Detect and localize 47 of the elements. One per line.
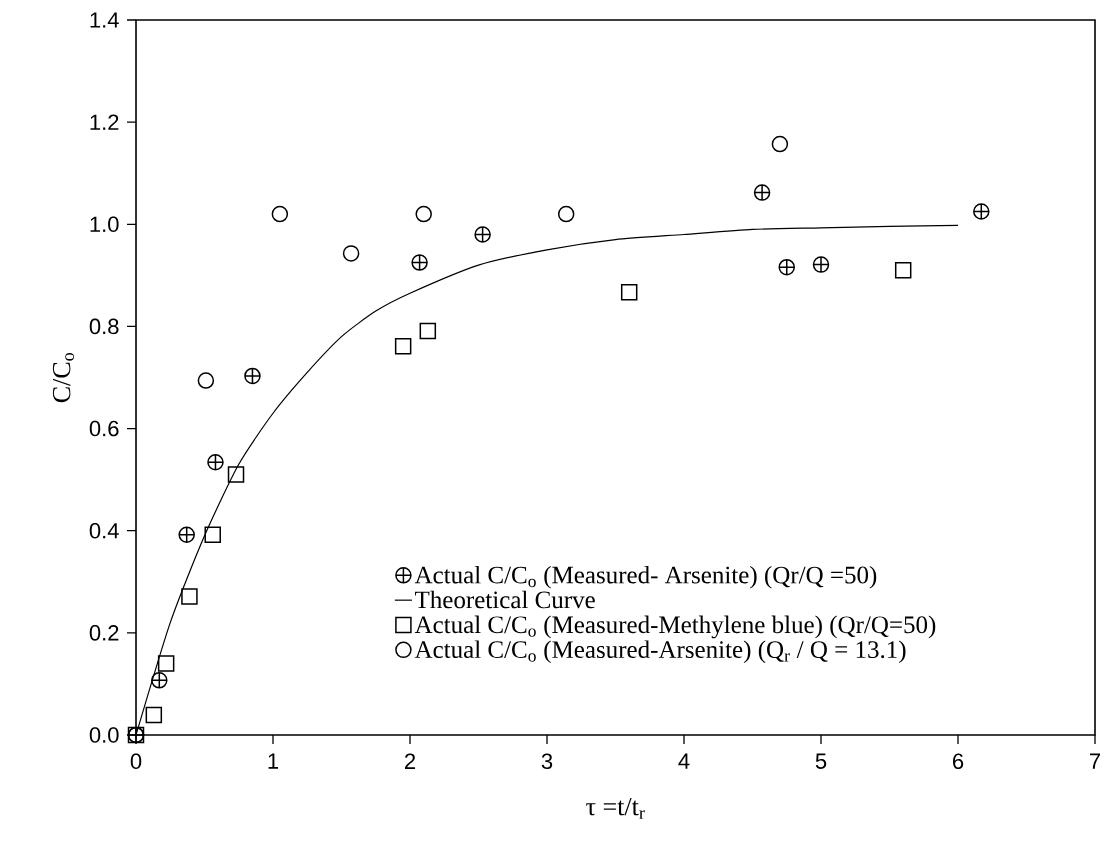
y-tick-label: 0.6	[89, 420, 119, 437]
point	[145, 706, 163, 724]
legend-label: Actual C/C$_{o}$ (Measured-Methylene blue) (Qr/Q=50)	[414, 615, 936, 639]
point	[271, 205, 289, 223]
x-tick-label: 5	[815, 753, 827, 769]
x-tick-label: 0	[130, 753, 142, 770]
point	[778, 258, 795, 276]
point	[207, 454, 224, 471]
point	[557, 205, 575, 223]
y-axis-title: C/C$_{o}$	[52, 352, 75, 403]
y-tick-label: 0.0	[89, 727, 119, 743]
point	[753, 184, 771, 201]
point	[620, 283, 638, 301]
x-axis-title: τ =t/t$_{r}$	[586, 797, 645, 819]
legend-label: Theoretical Curve	[415, 590, 595, 609]
y-tick-label: 0.2	[89, 625, 119, 641]
point	[157, 655, 175, 672]
y-tick-label: 0.8	[89, 318, 119, 335]
point	[227, 466, 245, 483]
point	[474, 226, 491, 243]
x-tick-label: 3	[541, 753, 553, 770]
y-tick-label: 1.0	[90, 216, 119, 233]
point	[812, 256, 830, 273]
x-tick-label: 2	[405, 753, 416, 769]
point	[204, 526, 221, 544]
x-tick-label: 1	[268, 753, 279, 769]
y-tick-label: 1.2	[90, 114, 119, 130]
point	[771, 135, 789, 153]
point	[973, 203, 990, 220]
point	[411, 254, 428, 271]
x-tick-label: 4	[678, 753, 690, 769]
point	[178, 526, 195, 544]
point	[244, 367, 261, 385]
x-tick-label: 7	[1090, 753, 1101, 769]
point	[419, 322, 437, 340]
y-tick-label: 1.4	[90, 12, 119, 28]
point	[415, 205, 432, 223]
point	[151, 672, 168, 689]
y-tick-label: 0.4	[89, 522, 119, 539]
point	[394, 338, 412, 355]
point	[197, 372, 215, 389]
legend-label: Actual C/C$_{o}$ (Measured- Arsenite) (Qr/Q =50)	[414, 565, 877, 589]
point	[894, 261, 912, 279]
point	[342, 245, 360, 262]
x-tick-label: 6	[953, 753, 964, 770]
legend-label: Actual C/C$_{o}$ (Measured-Arsenite) (Q$_{r}$ / Q = 13.1)	[414, 640, 906, 664]
point	[181, 588, 198, 605]
